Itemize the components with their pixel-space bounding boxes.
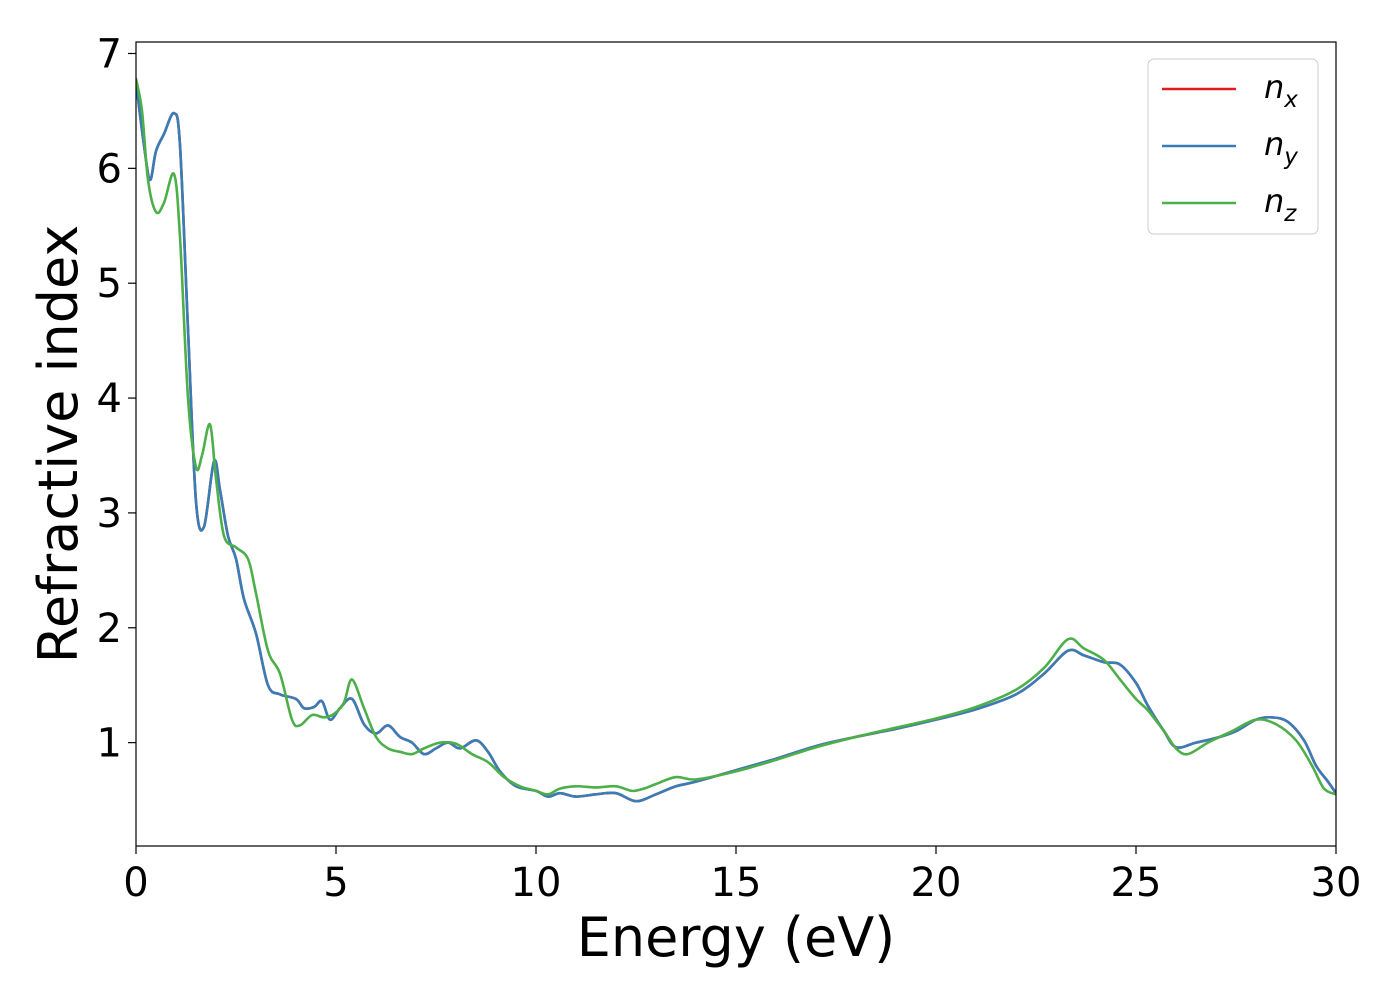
y-tick-label: 5 — [97, 261, 122, 307]
y-axis-title: Refractive index — [27, 225, 90, 664]
x-tick-label: 30 — [1311, 860, 1362, 906]
x-tick-label: 10 — [511, 860, 562, 906]
legend-subscript: x — [1283, 87, 1298, 113]
y-tick-label: 6 — [97, 146, 122, 192]
series-line-n-z — [136, 77, 1336, 796]
y-axis: 1 2 3 4 5 6 7 — [97, 31, 136, 767]
x-axis-title: Energy (eV) — [577, 906, 896, 969]
y-tick-label: 3 — [97, 491, 122, 537]
y-tick-label: 2 — [97, 606, 122, 652]
legend-subscript: z — [1283, 201, 1297, 227]
legend-label-n-z: nz — [1264, 182, 1297, 227]
y-tick-label: 4 — [97, 376, 122, 422]
x-axis: 0 5 10 15 20 25 30 — [123, 846, 1361, 906]
series-lines — [136, 77, 1336, 803]
x-tick-label: 5 — [323, 860, 348, 906]
x-tick-label: 20 — [911, 860, 962, 906]
x-tick-label: 25 — [1111, 860, 1162, 906]
x-tick-label: 0 — [123, 860, 148, 906]
y-tick-label: 7 — [97, 31, 122, 77]
y-tick-label: 1 — [97, 721, 122, 767]
x-tick-label: 15 — [711, 860, 762, 906]
legend-subscript: y — [1283, 144, 1298, 170]
